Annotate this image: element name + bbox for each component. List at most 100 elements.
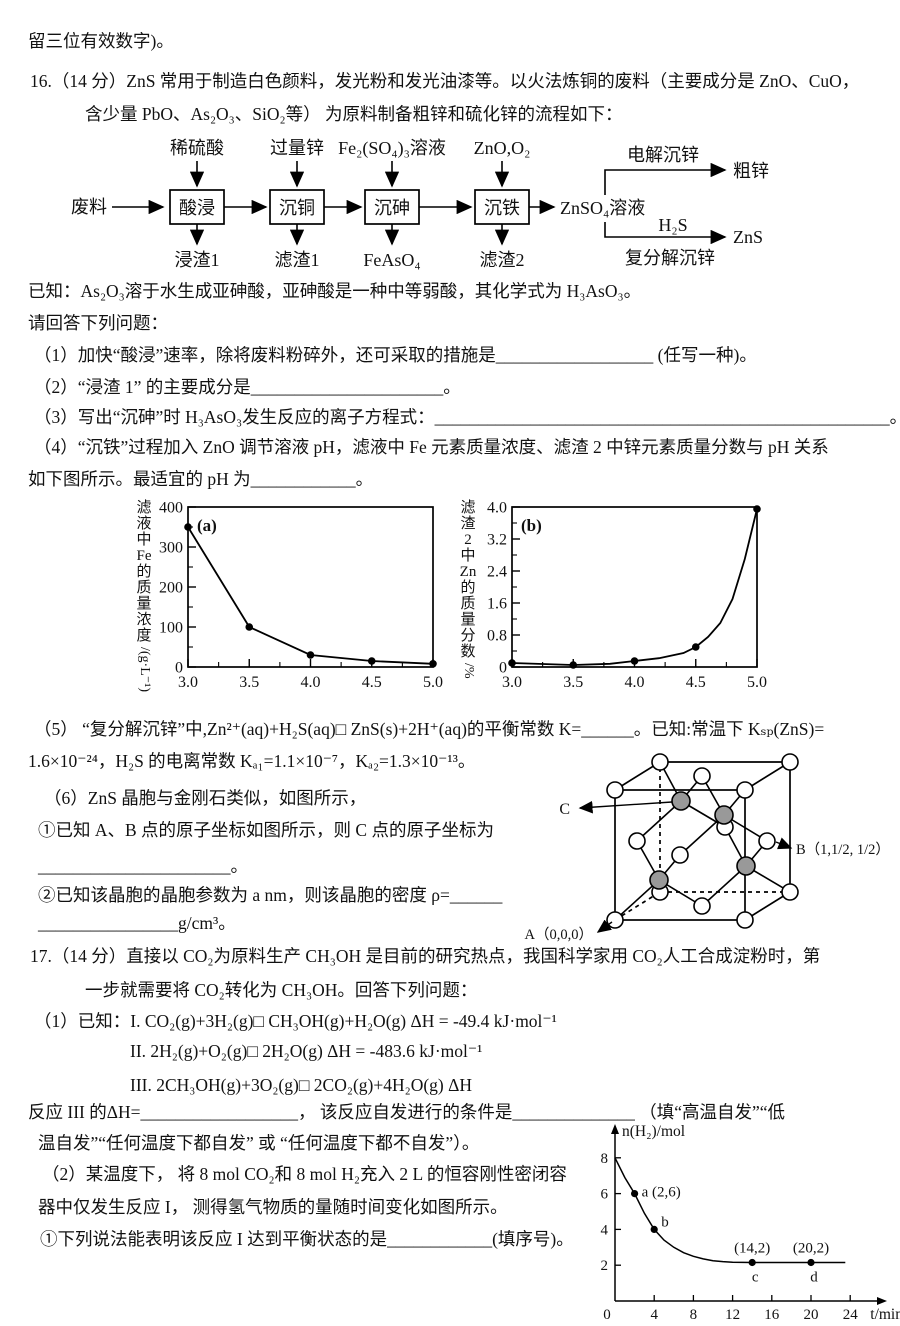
chart-fe-vs-ph: 0 100 200 300 400 3.0 3.5 4.0 4.5 5.0 (a) — [159, 500, 443, 692]
series-label: (b) — [521, 516, 542, 535]
cube-edge — [614, 891, 661, 921]
y-tick-label: 100 — [159, 620, 183, 637]
flow-solution-label: ZnSO₄溶液 — [560, 198, 645, 218]
text-line: 16.（14 分）ZnS 常用于制造白色颜料，发光粉和发光油漆等。以火法炼铜的废… — [30, 71, 860, 91]
flow-reagent-label: ZnO,O₂ — [474, 138, 531, 158]
text-line: 1.6×10⁻²⁴，H₂S 的电离常数 Kₐ₁=1.1×10⁻⁷，Kₐ₂=1.3… — [28, 751, 476, 771]
text-line: II. 2H₂(g)+O₂(g)□ 2H₂O(g) ΔH = -483.6 kJ… — [130, 1041, 483, 1061]
y-tick-label: 0 — [499, 660, 507, 677]
axis-label-char: 浓 — [136, 612, 152, 628]
chart-zn-vs-ph: 0 0.8 1.6 2.4 3.2 4.0 3.0 3.5 4.0 4.5 5.0 (b) — [487, 500, 767, 692]
axis-label-unit: /% — [461, 663, 476, 679]
axis-label-char: 滤 — [136, 500, 152, 516]
axis-label-char: Zn — [459, 564, 477, 580]
data-point — [650, 1225, 658, 1233]
axis-label-char: 液 — [136, 516, 152, 532]
x-tick-label: 16 — [764, 1307, 780, 1323]
x-tick-label: 24 — [843, 1307, 859, 1323]
y-tick-label: 200 — [159, 580, 183, 597]
y-tick-label: 300 — [159, 540, 183, 557]
y-tick-label: 2.4 — [487, 564, 507, 581]
axis-label-char: 质 — [136, 580, 152, 596]
x-tick-label: 4.0 — [625, 674, 645, 691]
point-coords-label: (20,2) — [793, 1241, 829, 1257]
data-point — [429, 660, 437, 668]
data-point — [753, 505, 761, 513]
x-tick-label: 4.0 — [301, 674, 321, 691]
text-line: （4）“沉铁”过程加入 ZnO 调节溶液 pH，滤液中 Fe 元素质量浓度、滤渣… — [34, 437, 829, 457]
zinc-atoms — [649, 791, 756, 890]
x-tick-label: 4.5 — [686, 674, 706, 691]
atom-a-label: A（0,0,0） — [525, 926, 593, 943]
point-coords-label: (14,2) — [734, 1241, 770, 1257]
axis-label-char: 2 — [464, 532, 472, 548]
x-axis-arrow — [877, 1297, 887, 1305]
process-flow-diagram: 废料 酸浸 沉铜 沉砷 沉铁 稀硫酸 过量锌 Fe₂(SO₄)₃溶液 ZnO,O… — [71, 138, 769, 270]
text-line: 一步就需要将 CO₂转化为 CH₃OH。回答下列问题： — [85, 980, 478, 1000]
x-tick-label: 4.5 — [362, 674, 382, 691]
text-line: ①已知 A、B 点的原子坐标如图所示，则 C 点的原子坐标为 — [38, 820, 494, 840]
flow-residue-label: FeAsO₄ — [363, 250, 420, 270]
x-tick-label: 20 — [804, 1307, 819, 1323]
text-line: 温自发”“任何温度下都自发” 或 “任何温度下都不自发”）。 — [38, 1133, 480, 1153]
y-axis-title: n(H₂)/mol — [622, 1123, 685, 1140]
x-tick-label: 3.0 — [502, 674, 522, 691]
y-tick-label: 2 — [601, 1258, 609, 1274]
y-tick-label: 3.2 — [487, 532, 507, 549]
plot-frame — [511, 506, 758, 668]
axis-label-char: 渣 — [460, 516, 476, 532]
axis-label-char: 量 — [136, 596, 152, 612]
data-point — [508, 659, 516, 667]
x-axis-title: t/min — [870, 1306, 900, 1323]
axis-label-char: 中 — [136, 532, 152, 548]
flow-branch-arrow — [604, 222, 727, 245]
flow-source-label: 废料 — [71, 197, 107, 217]
flow-branch-label: H₂S — [658, 215, 687, 235]
text-line: 已知：As₂O₃溶于水生成亚砷酸，亚砷酸是一种中等弱酸，其化学式为 H₃AsO₃… — [28, 281, 642, 301]
data-point — [748, 1258, 756, 1267]
data-point — [245, 623, 254, 631]
y-tick-label: 6 — [601, 1187, 609, 1203]
text-line: 反应 III 的ΔH=__________________， 该反应自发进行的条… — [28, 1102, 786, 1122]
text-line: ______________________。 — [38, 856, 248, 876]
chart-a-y-axis-label: 滤液中 Fe 的质量浓度 /(g·L⁻¹) — [126, 500, 162, 692]
label-a-arrow — [596, 919, 613, 933]
text-line: （3）写出“沉砷”时 H₃AsO₃发生反应的离子方程式：____________… — [34, 407, 900, 427]
x-tick-label: 3.5 — [563, 674, 583, 691]
flow-box-label: 沉砷 — [374, 198, 410, 218]
flow-branch-label: 复分解沉锌 — [625, 248, 715, 268]
axis-label-char: 量 — [460, 612, 476, 628]
flow-box-label: 沉铜 — [279, 198, 315, 218]
flow-residue-label: 滤渣1 — [275, 250, 320, 270]
flow-branch-arrow — [604, 162, 727, 195]
x-tick-label: 5.0 — [423, 674, 443, 691]
flow-reagent-label: 过量锌 — [270, 138, 324, 158]
text-line: （2）“浸渣 1” 的主要成分是______________________。 — [34, 377, 461, 397]
flow-reagent-label: 稀硫酸 — [170, 138, 224, 158]
y-axis-arrow — [611, 1124, 619, 1134]
series-label: (a) — [197, 516, 217, 535]
data-point — [807, 1258, 815, 1267]
text-line: 含少量 PbO、As₂O₃、SiO₂等） 为原料制备粗锌和硫化锌的流程如下： — [85, 104, 623, 124]
text-line: （1）加快“酸浸”速率，除将废料粉碎外，还可采取的措施是____________… — [34, 345, 757, 365]
data-point — [691, 643, 700, 651]
y-tick-label: 0.8 — [487, 628, 507, 645]
text-line: ①下列说法能表明该反应 I 达到平衡状态的是____________(填序号)。 — [40, 1229, 574, 1249]
flow-product-label: ZnS — [733, 227, 763, 247]
flow-box-label: 沉铁 — [484, 198, 520, 218]
text-line: 如下图所示。最适宜的 pH 为____________。 — [28, 469, 374, 489]
zns-unit-cell-diagram: C B（1,1/2, 1/2） A（0,0,0） — [525, 753, 890, 943]
text-line: （5） “复分解沉锌”中,Zn²⁺(aq)+H₂S(aq)□ ZnS(s)+2H… — [34, 719, 825, 739]
data-line — [187, 526, 434, 665]
data-line — [614, 1157, 846, 1264]
axis-label-char: 滤 — [460, 500, 476, 516]
axis-label-char: 的 — [460, 580, 476, 596]
text-line: 请回答下列问题： — [28, 313, 168, 333]
text-line: 留三位有效数字)。 — [28, 31, 174, 51]
y-tick-label: 1.6 — [487, 596, 507, 613]
data-point — [631, 1190, 639, 1198]
point-name-label: d — [810, 1270, 818, 1286]
y-tick-label: 4 — [601, 1222, 609, 1238]
flow-branch-label: 电解沉锌 — [627, 145, 699, 165]
